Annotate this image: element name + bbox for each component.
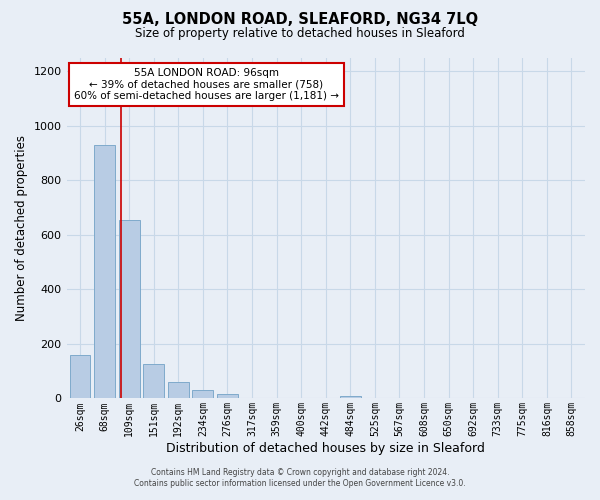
Bar	[119, 220, 140, 398]
Text: 55A LONDON ROAD: 96sqm
← 39% of detached houses are smaller (758)
60% of semi-de: 55A LONDON ROAD: 96sqm ← 39% of detached…	[74, 68, 339, 101]
Text: 55A, LONDON ROAD, SLEAFORD, NG34 7LQ: 55A, LONDON ROAD, SLEAFORD, NG34 7LQ	[122, 12, 478, 28]
Bar	[70, 355, 91, 399]
Bar	[143, 364, 164, 398]
Text: Contains HM Land Registry data © Crown copyright and database right 2024.
Contai: Contains HM Land Registry data © Crown c…	[134, 468, 466, 487]
Bar	[340, 396, 361, 398]
Bar	[217, 394, 238, 398]
Text: Size of property relative to detached houses in Sleaford: Size of property relative to detached ho…	[135, 28, 465, 40]
X-axis label: Distribution of detached houses by size in Sleaford: Distribution of detached houses by size …	[166, 442, 485, 455]
Bar	[94, 145, 115, 399]
Y-axis label: Number of detached properties: Number of detached properties	[15, 135, 28, 321]
Bar	[168, 382, 189, 398]
Bar	[193, 390, 214, 398]
